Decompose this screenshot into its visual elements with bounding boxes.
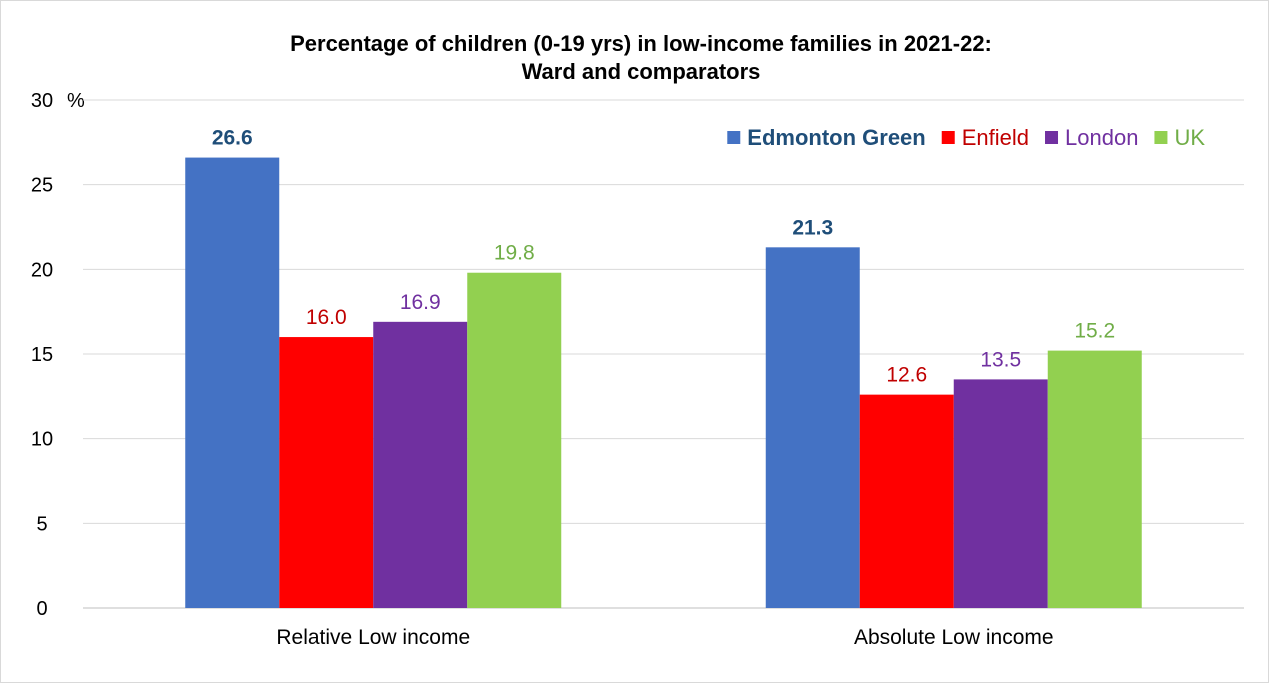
data-label: 21.3 — [792, 216, 833, 239]
data-label: 19.8 — [494, 242, 535, 265]
bar — [1047, 350, 1142, 608]
y-tick-label: 0 — [36, 598, 47, 620]
data-label: 15.2 — [1074, 320, 1115, 343]
y-tick-label: 30 — [31, 90, 53, 112]
chart-title-line-2: Ward and comparators — [522, 59, 761, 84]
data-labels: 26.6 16.0 16.9 19.8 21.3 12.6 13.5 15.2 — [212, 127, 1115, 387]
chart-title: Percentage of children (0-19 yrs) in low… — [290, 31, 992, 84]
bar — [765, 247, 860, 608]
y-tick-label: 20 — [31, 259, 53, 281]
legend-label: Enfield — [962, 125, 1029, 150]
bar — [953, 379, 1048, 608]
y-axis-unit-label: % — [67, 90, 85, 112]
y-tick-label: 10 — [31, 429, 53, 451]
bar — [185, 157, 280, 608]
x-category-label: Relative Low income — [276, 626, 470, 649]
x-axis-categories: Relative Low income Absolute Low income — [276, 626, 1053, 649]
legend-label: UK — [1174, 125, 1205, 150]
legend: Edmonton Green Enfield London UK — [727, 125, 1205, 150]
bars — [185, 157, 1142, 608]
legend-swatch — [727, 131, 741, 144]
legend-swatch — [1154, 131, 1168, 144]
data-label: 16.9 — [400, 291, 441, 314]
chart-title-line-1: Percentage of children (0-19 yrs) in low… — [290, 31, 992, 56]
data-label: 16.0 — [306, 306, 347, 329]
y-tick-label: 15 — [31, 344, 53, 366]
x-category-label: Absolute Low income — [854, 626, 1054, 649]
data-label: 13.5 — [980, 348, 1021, 371]
bar — [279, 337, 374, 608]
bar — [467, 272, 562, 608]
y-tick-label: 5 — [36, 513, 47, 535]
bar — [373, 321, 468, 608]
legend-swatch — [1045, 131, 1059, 144]
data-label: 26.6 — [212, 127, 253, 150]
y-tick-label: 25 — [31, 175, 53, 197]
legend-label: Edmonton Green — [747, 125, 925, 150]
bar — [859, 394, 954, 608]
legend-label: London — [1065, 125, 1138, 150]
y-axis-ticks: 0 5 10 15 20 25 30 — [31, 90, 53, 620]
legend-swatch — [941, 131, 955, 144]
data-label: 12.6 — [886, 364, 927, 387]
